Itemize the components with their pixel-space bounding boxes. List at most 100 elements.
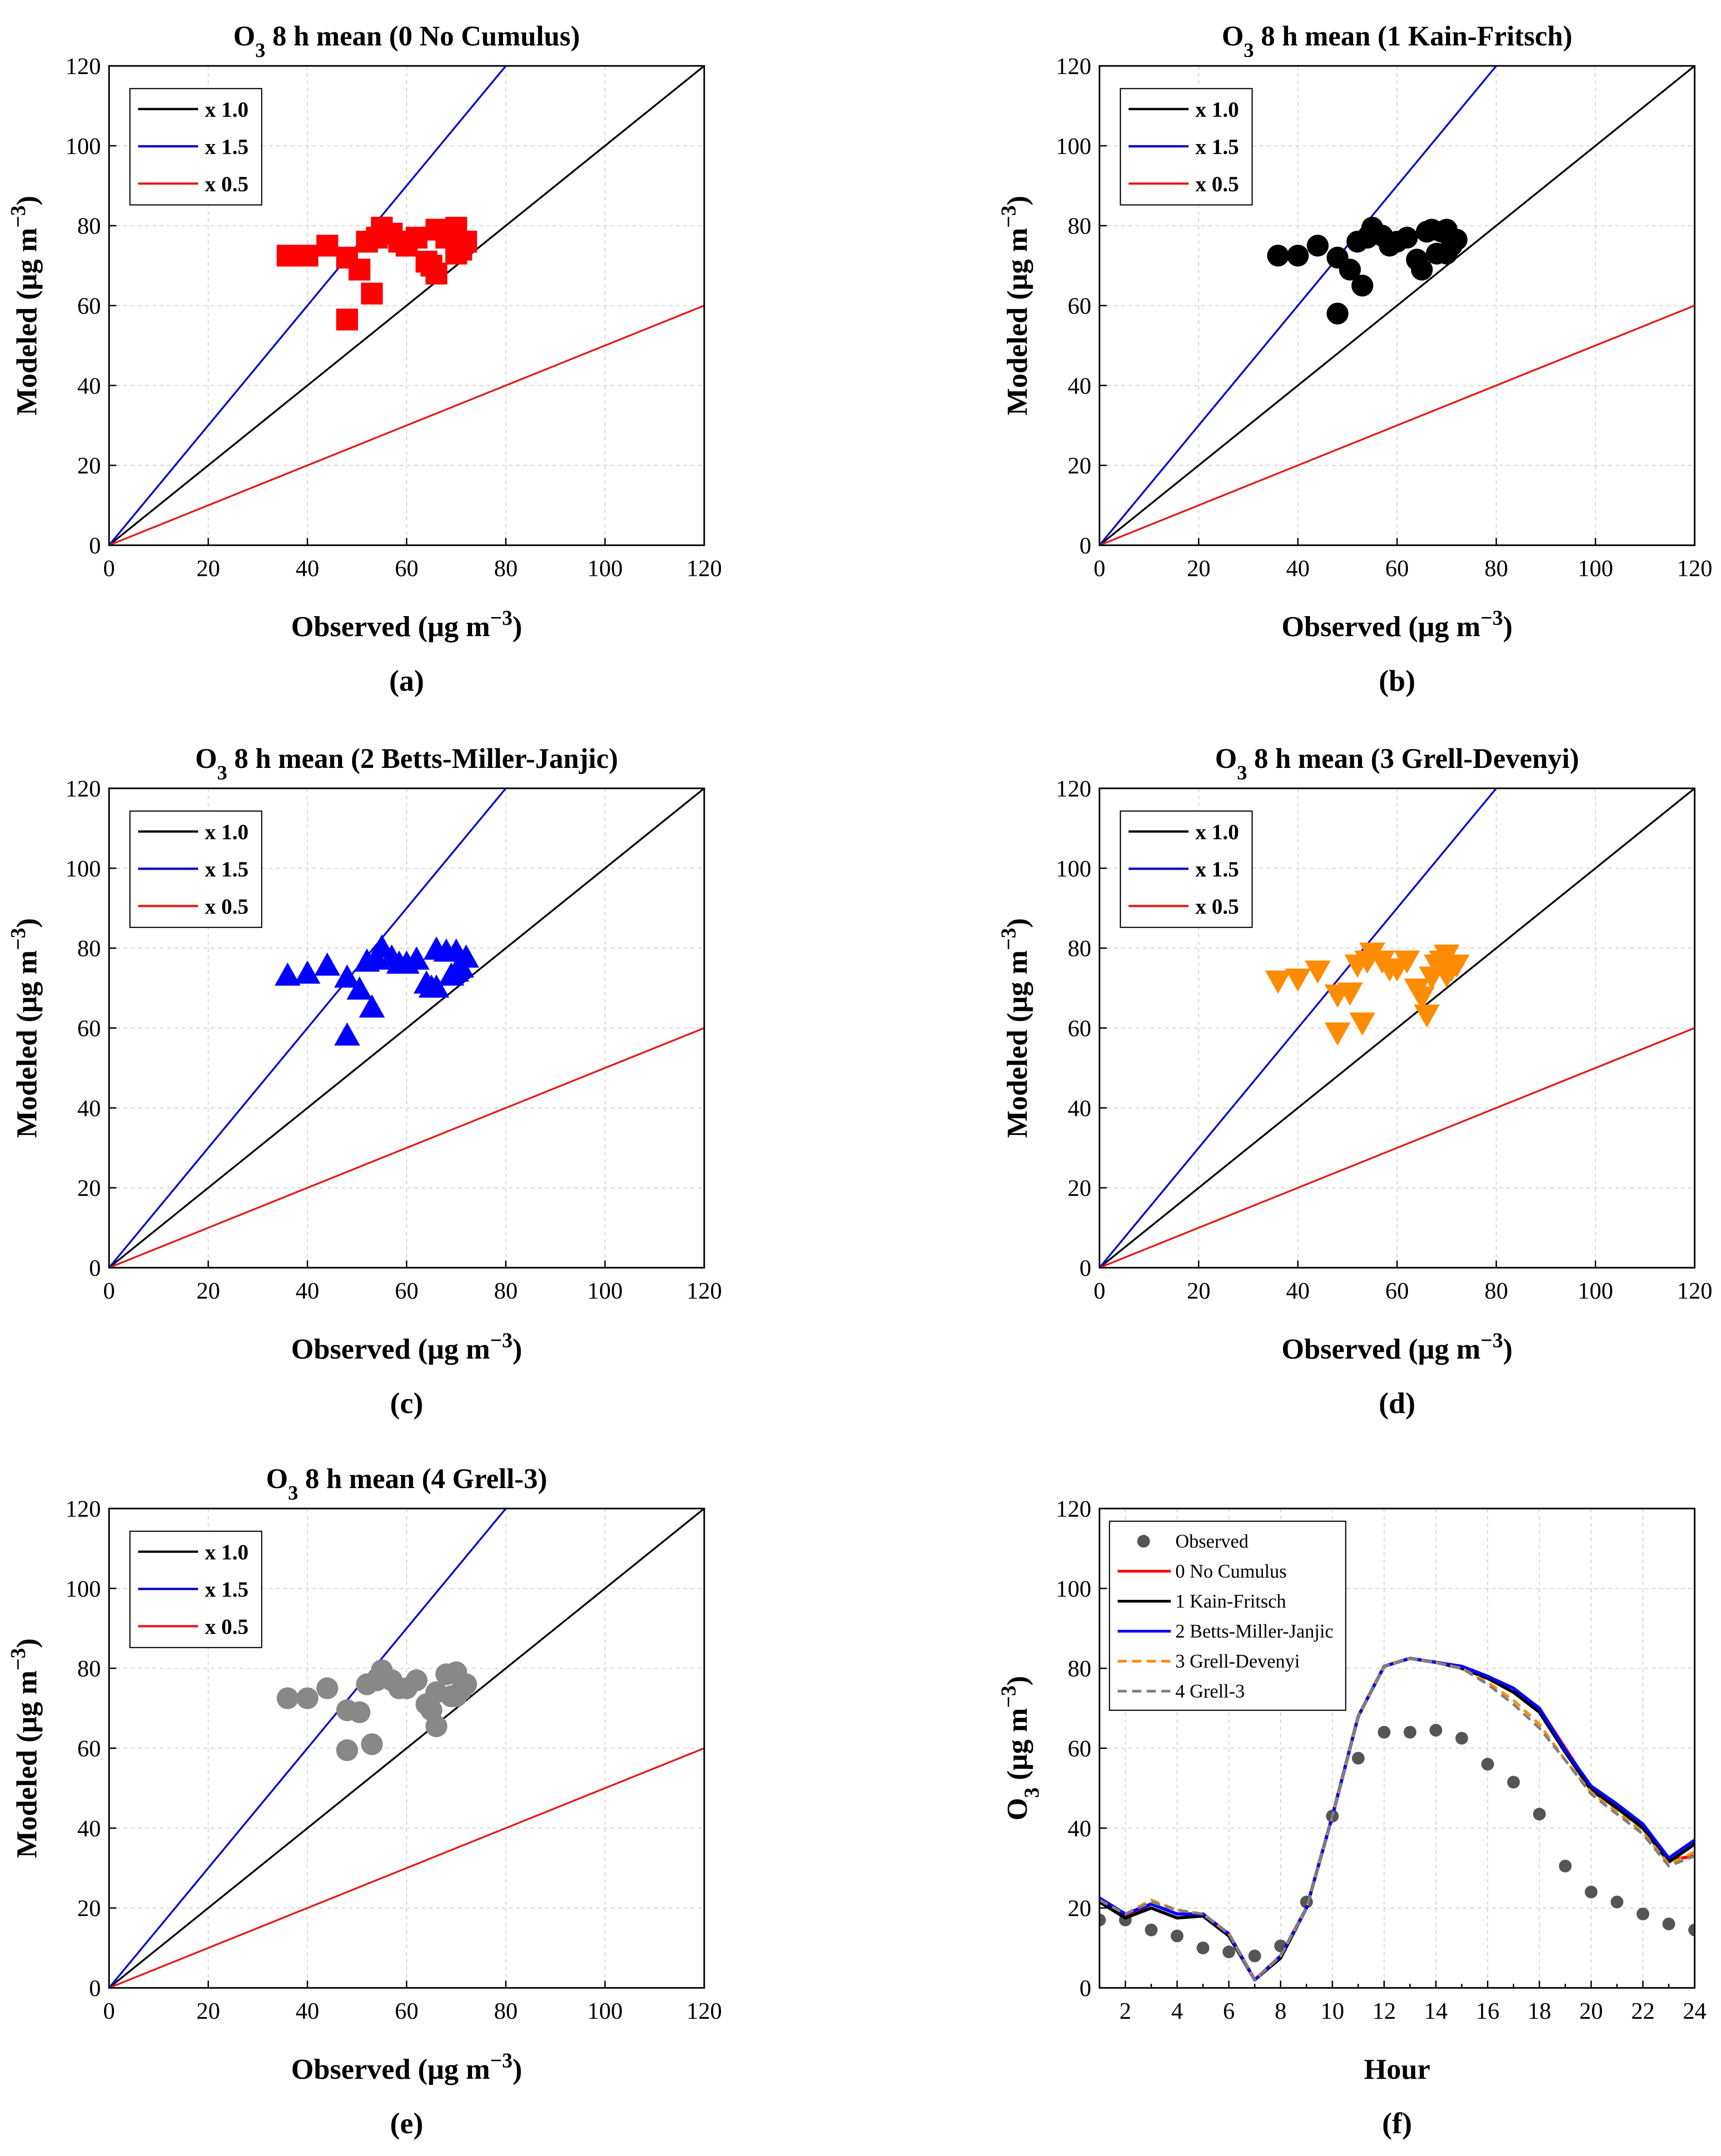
data-point — [334, 964, 360, 988]
x-tick-label: 80 — [1484, 1278, 1508, 1304]
data-point — [1265, 971, 1291, 994]
reference-line — [109, 1509, 704, 1988]
observed-point — [1196, 1942, 1209, 1955]
superscript-part: −3 — [997, 1686, 1020, 1708]
y-axis-label: Modeled (μg m−3) — [6, 918, 43, 1138]
data-point — [1324, 1022, 1351, 1046]
text-part: O — [195, 743, 217, 774]
superscript-part: −3 — [997, 205, 1020, 228]
data-points — [277, 1659, 477, 1761]
legend-label: 3 Grell-Devenyi — [1175, 1651, 1300, 1672]
x-tick-label: 120 — [1677, 1278, 1712, 1304]
legend-label: x 1.0 — [1195, 820, 1239, 844]
y-tick-label: 40 — [77, 1816, 101, 1842]
x-tick-label: 80 — [1484, 556, 1508, 582]
text-part: 8 h mean (4 Grell-3) — [298, 1464, 547, 1494]
legend: x 1.0 x 1.5 x 0.5 — [129, 1530, 263, 1648]
observed-point — [1144, 1923, 1158, 1937]
text-part: (μg m — [1001, 1708, 1033, 1788]
data-point — [405, 1669, 428, 1692]
x-tick-label: 20 — [1579, 1998, 1603, 2024]
data-point — [336, 309, 358, 331]
data-point — [1287, 244, 1309, 267]
data-point — [1414, 1004, 1440, 1028]
observed-point — [1248, 1949, 1261, 1962]
subscript-part: 3 — [288, 1481, 298, 1504]
x-tick-label: 0 — [1094, 556, 1105, 582]
x-tick-label: 40 — [296, 556, 319, 582]
text-part: O — [1222, 21, 1243, 52]
x-tick-label: 20 — [1187, 556, 1210, 582]
text-part: Modeled (μg m — [1001, 228, 1033, 415]
observed-point — [1611, 1895, 1624, 1908]
legend-label: x 1.5 — [1195, 135, 1239, 159]
x-tick-label: 40 — [1286, 1278, 1310, 1304]
data-point — [425, 1715, 448, 1738]
legend-label: Observed — [1175, 1531, 1248, 1552]
x-tick-label: 100 — [1578, 556, 1613, 582]
y-tick-label: 100 — [65, 1576, 101, 1602]
plot-frame — [108, 65, 705, 546]
reference-line — [1099, 788, 1497, 1268]
data-point — [294, 960, 321, 984]
legend: x 1.0 x 1.5 x 0.5 — [1119, 88, 1253, 206]
data-point — [346, 976, 373, 1000]
data-point — [450, 239, 473, 261]
y-tick-label: 20 — [1068, 453, 1091, 479]
data-point — [403, 946, 430, 970]
series-group — [1099, 1657, 1695, 1982]
observed-point — [1636, 1907, 1650, 1921]
text-part: O — [266, 1464, 288, 1494]
y-tick-label: 60 — [1068, 1016, 1091, 1042]
chart-title: O3 8 h mean (4 Grell-3) — [266, 1464, 547, 1504]
y-tick-label: 60 — [77, 1736, 101, 1762]
y-tick-label: 0 — [1079, 1976, 1091, 2002]
x-tick-label: 60 — [395, 1278, 418, 1304]
x-tick-label: 10 — [1321, 1998, 1344, 2024]
x-tick-label: 12 — [1373, 1998, 1396, 2024]
y-tick-label: 120 — [1056, 776, 1091, 802]
x-tick-label: 120 — [686, 1278, 722, 1304]
x-tick-label: 120 — [1677, 556, 1712, 582]
y-tick-label: 80 — [77, 214, 101, 239]
y-tick-label: 20 — [1068, 1896, 1091, 1922]
text-part: Modeled (μg m — [10, 950, 43, 1138]
text-part: ) — [1001, 1676, 1033, 1685]
data-point — [1349, 1012, 1376, 1036]
legend-label: x 1.5 — [205, 1578, 249, 1602]
text-part: ) — [10, 1638, 43, 1648]
text-part: ) — [1001, 918, 1033, 928]
data-point — [277, 1687, 298, 1709]
text-part: 8 h mean (1 Kain-Fritsch) — [1254, 21, 1572, 52]
text-part: Observed (μg m — [1282, 1333, 1481, 1365]
text-part: ) — [1503, 1333, 1512, 1365]
superscript-part: −3 — [1481, 606, 1503, 629]
reference-line — [109, 304, 704, 545]
legend-label: x 1.5 — [205, 857, 249, 881]
legend: x 1.0 x 1.5 x 0.5 — [129, 810, 263, 928]
observed-point — [1507, 1776, 1520, 1789]
x-tick-label: 120 — [686, 1998, 722, 2024]
x-tick-label: 100 — [1578, 1278, 1613, 1304]
superscript-part: −3 — [1481, 1329, 1503, 1352]
y-tick-label: 40 — [1068, 1095, 1091, 1121]
text-part: ) — [512, 1333, 522, 1365]
chart-panel-c: 0 20 40 60 80 100 120 0 20 40 60 80 100 120 x 1.0 x 1.5… — [6, 743, 722, 1420]
chart-title: O3 8 h mean (3 Grell-Devenyi) — [1215, 743, 1579, 784]
x-tick-label: 4 — [1171, 1998, 1183, 2024]
y-tick-label: 0 — [1079, 533, 1091, 559]
x-tick-label: 0 — [103, 556, 115, 582]
x-tick-label: 40 — [1286, 556, 1310, 582]
data-point — [450, 1679, 473, 1702]
superscript-part: −3 — [6, 1648, 30, 1670]
text-part: 8 h mean (2 Betts-Miller-Janjic) — [227, 743, 618, 774]
text-part: O — [1215, 743, 1237, 774]
legend-label: x 0.5 — [1195, 172, 1239, 196]
data-point — [336, 1739, 358, 1761]
legend-label: x 1.5 — [205, 135, 249, 159]
legend: Observed 0 No Cumulus 1 Kain-Fritsch 2 Bett… — [1109, 1520, 1347, 1711]
text-part: Modeled (μg m — [1001, 950, 1033, 1138]
y-tick-label: 100 — [1056, 134, 1091, 159]
x-tick-label: 18 — [1527, 1998, 1551, 2024]
legend-label: x 0.5 — [205, 895, 249, 919]
